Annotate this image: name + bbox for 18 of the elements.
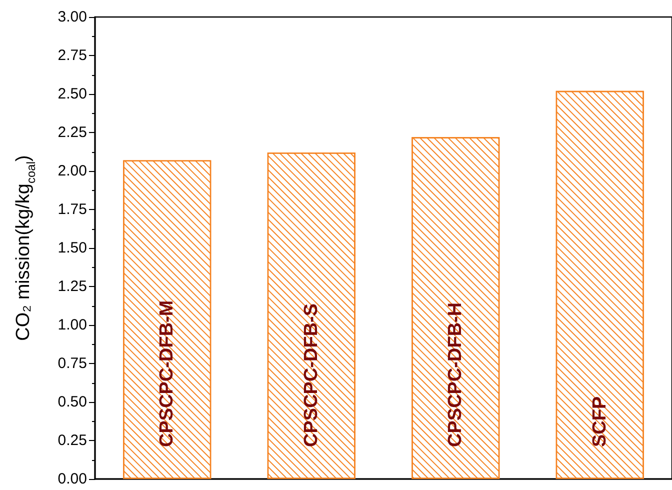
x-tick-label: CPSCPC-DFB-M — [156, 300, 178, 447]
y-tick-label: 2.50 — [58, 86, 87, 102]
y-axis-title: CO₂ mission(kg/kgcoal) — [13, 155, 38, 341]
y-tick-label: 1.50 — [58, 240, 87, 256]
y-tick-label: 1.00 — [58, 316, 87, 334]
y-tick-label: 2.00 — [58, 162, 87, 180]
y-tick-label: 1.75 — [58, 201, 87, 218]
y-tick-label: 2.75 — [58, 47, 87, 64]
y-tick-label: 0.75 — [58, 355, 87, 372]
y-tick-label: 0.50 — [58, 394, 87, 410]
x-tick-label: SCFP — [589, 396, 610, 447]
y-tick-label: 0.25 — [58, 432, 87, 449]
x-tick-label: CPSCPC-DFB-S — [300, 303, 322, 447]
y-tick-label: 2.25 — [58, 124, 87, 141]
x-tick-label: CPSCPC-DFB-H — [445, 302, 466, 447]
y-tick-label: 0.00 — [58, 470, 87, 488]
y-tick-label: 1.25 — [58, 278, 87, 295]
y-tick-label: 3.00 — [58, 8, 87, 26]
